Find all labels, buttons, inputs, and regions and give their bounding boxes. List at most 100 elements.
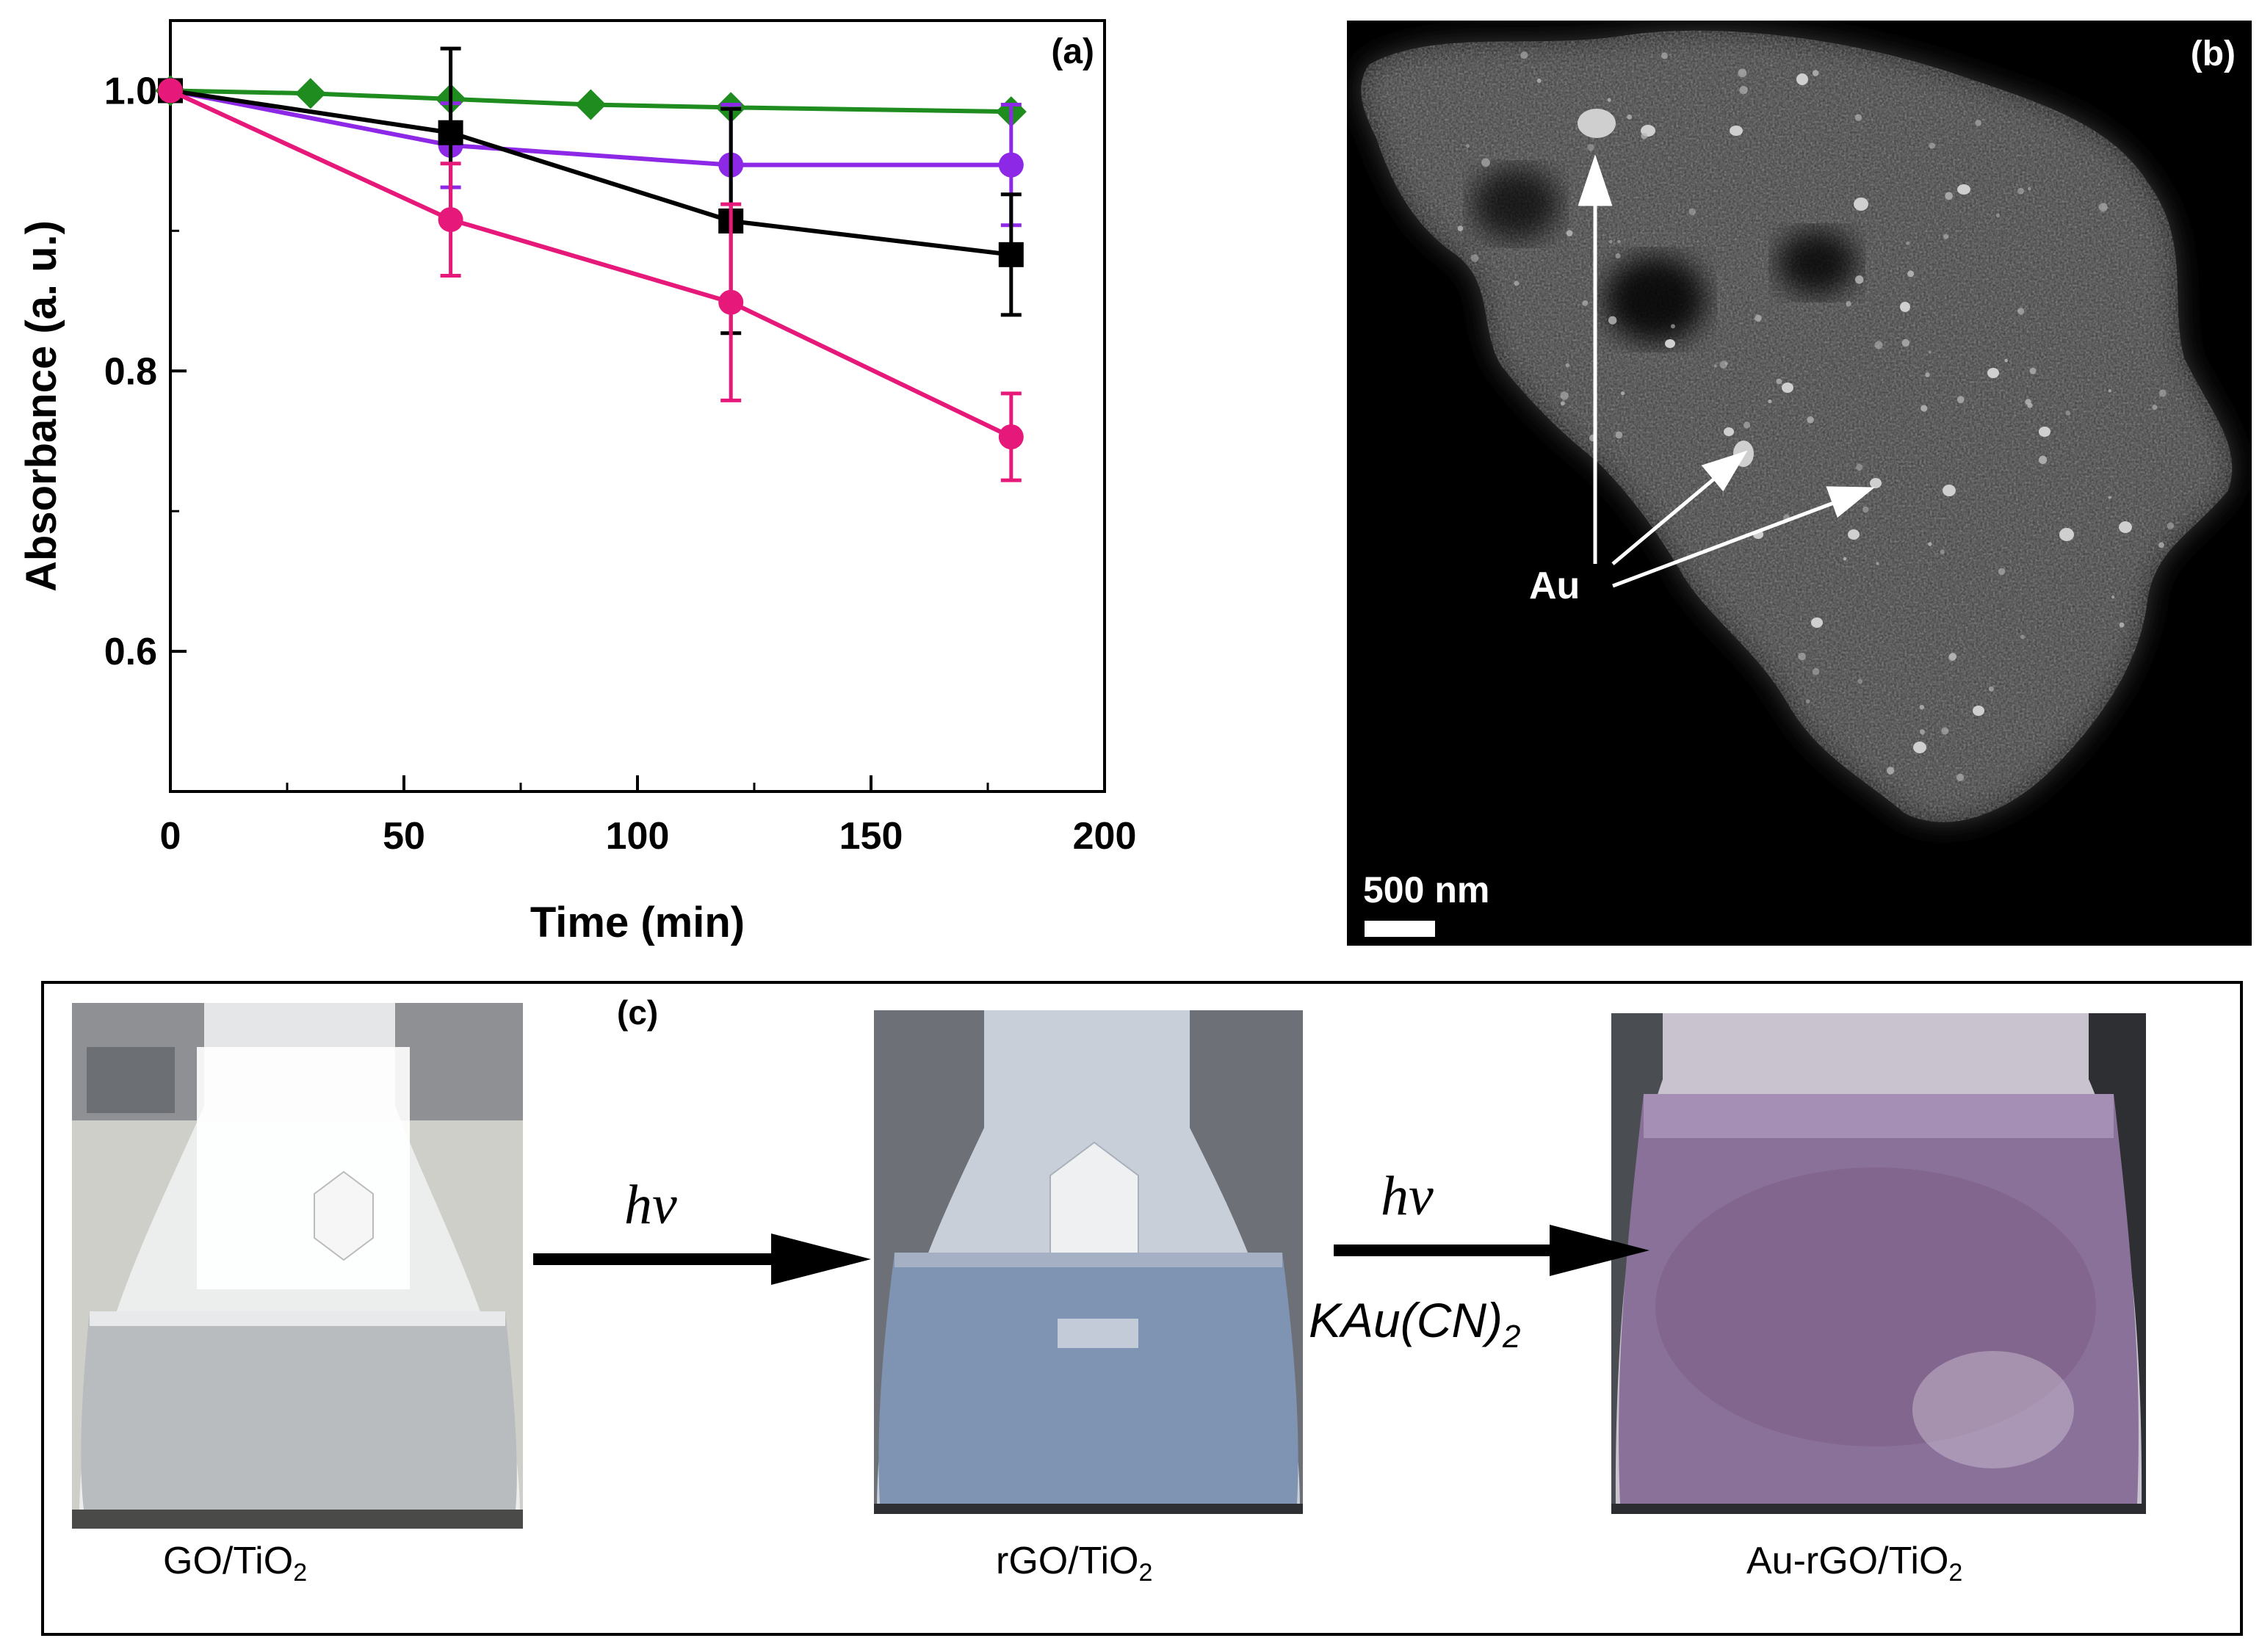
caption-go-tio2-main: GO/TiO bbox=[163, 1540, 294, 1582]
au-particle bbox=[1900, 302, 1910, 312]
small-particle bbox=[1988, 686, 1994, 692]
small-particle bbox=[1929, 142, 1936, 149]
small-particle bbox=[1743, 421, 1751, 429]
small-particle bbox=[2101, 106, 2108, 113]
small-particle bbox=[1553, 624, 1561, 633]
small-particle bbox=[1608, 316, 1617, 325]
small-particle bbox=[1907, 270, 1915, 278]
caption-au-rgo-tio2-sub: 2 bbox=[1948, 1559, 1963, 1587]
small-particle bbox=[1409, 666, 1414, 673]
reaction-arrow-1 bbox=[533, 1233, 871, 1285]
series-line bbox=[169, 88, 1013, 439]
small-particle bbox=[1641, 132, 1648, 140]
series-0 bbox=[155, 75, 1027, 128]
small-particle bbox=[1846, 300, 1851, 307]
small-particle bbox=[1634, 679, 1639, 684]
small-particle bbox=[1876, 562, 1879, 565]
series-3 bbox=[158, 78, 1024, 482]
small-particle bbox=[2017, 308, 2025, 315]
scale-bar-label: 500 nm bbox=[1363, 869, 1490, 910]
x-tick-label: 150 bbox=[839, 815, 903, 858]
small-particle bbox=[1856, 463, 1863, 471]
small-particle bbox=[2065, 410, 2070, 416]
small-particle bbox=[1587, 144, 1594, 151]
micrograph-panel: (b) Au 500 nm bbox=[1347, 21, 2252, 946]
small-particle bbox=[1874, 341, 1883, 349]
au-particle bbox=[1796, 73, 1808, 85]
au-particle bbox=[2059, 528, 2074, 541]
reagent-subscript: 2 bbox=[1503, 1319, 1521, 1355]
au-particle bbox=[1943, 485, 1956, 496]
x-axis-label: Time (min) bbox=[530, 899, 745, 946]
small-particle bbox=[1464, 698, 1470, 703]
small-particle bbox=[1919, 729, 1926, 735]
small-particle bbox=[1565, 713, 1573, 721]
small-particle bbox=[1475, 391, 1484, 399]
small-particle bbox=[1468, 766, 1476, 774]
scale-bar bbox=[1365, 921, 1435, 937]
small-particle bbox=[1627, 114, 1633, 120]
caption-au-rgo-tio2-main: Au-rGO/TiO bbox=[1746, 1540, 1949, 1582]
x-axis-ticks: 0 50 100 150 200 bbox=[160, 775, 1137, 858]
arrow-2-reagent: KAu(CN)2 bbox=[1309, 1292, 1521, 1355]
small-particle bbox=[2038, 455, 2048, 465]
flask-photo-au-rgo-tio2 bbox=[1611, 1013, 2146, 1514]
series-line bbox=[170, 88, 1011, 115]
small-particle bbox=[1920, 405, 1928, 412]
synthesis-panel: (c) bbox=[41, 981, 2243, 1636]
small-particle bbox=[1854, 114, 1862, 121]
y-tick-label: 0.8 bbox=[104, 350, 157, 393]
small-particle bbox=[1481, 444, 1490, 454]
x-tick-label: 200 bbox=[1073, 815, 1137, 858]
caption-au-rgo-tio2: Au-rGO/TiO2 bbox=[1746, 1539, 1962, 1587]
au-particle bbox=[1811, 617, 1823, 628]
au-particle bbox=[1665, 339, 1675, 348]
small-particle bbox=[1589, 584, 1595, 590]
au-particle bbox=[1913, 742, 1926, 753]
panel-label-a: (a) bbox=[1051, 32, 1094, 71]
small-particle bbox=[1943, 233, 1949, 239]
y-axis-label: Absorbance (a. u.) bbox=[18, 220, 65, 592]
data-point bbox=[438, 120, 463, 145]
data-point bbox=[295, 78, 326, 109]
au-particle bbox=[1987, 368, 1999, 378]
small-particle bbox=[1732, 687, 1741, 695]
small-particle bbox=[1671, 324, 1675, 329]
small-particle bbox=[1620, 391, 1625, 396]
reagent-formula: KAu(CN) bbox=[1309, 1293, 1503, 1347]
small-particle bbox=[1525, 706, 1530, 712]
au-particle bbox=[2119, 521, 2132, 533]
au-particle bbox=[1870, 478, 1882, 488]
small-particle bbox=[1565, 363, 1570, 368]
small-particle bbox=[1776, 378, 1782, 385]
y-tick-label: 0.6 bbox=[104, 631, 157, 673]
small-particle bbox=[1437, 286, 1445, 293]
small-particle bbox=[1538, 464, 1546, 471]
plot-frame bbox=[169, 19, 1106, 793]
small-particle bbox=[1805, 699, 1810, 704]
au-particle bbox=[1782, 383, 1793, 393]
small-particle bbox=[1906, 241, 1910, 245]
small-particle bbox=[1755, 314, 1762, 322]
caption-go-tio2: GO/TiO2 bbox=[163, 1539, 307, 1587]
y-axis-ticks: 0.6 0.8 1.0 bbox=[104, 70, 187, 793]
small-particle bbox=[1857, 678, 1863, 684]
au-particle bbox=[1730, 126, 1743, 136]
small-particle bbox=[1466, 144, 1470, 148]
small-particle bbox=[1768, 399, 1772, 404]
small-particle bbox=[1713, 364, 1717, 368]
small-particle bbox=[2004, 358, 2008, 363]
small-particle bbox=[1901, 338, 1910, 347]
arrow-1-label: hν bbox=[624, 1174, 677, 1236]
small-particle bbox=[2027, 186, 2031, 191]
small-particle bbox=[1928, 350, 1932, 354]
caption-go-tio2-sub: 2 bbox=[293, 1559, 308, 1587]
small-particle bbox=[1956, 773, 1965, 782]
small-particle bbox=[2029, 367, 2037, 374]
small-particle bbox=[1807, 416, 1814, 424]
small-particle bbox=[1514, 280, 1520, 286]
small-particle bbox=[1776, 748, 1780, 753]
au-particle bbox=[1724, 427, 1734, 436]
absorbance-chart: 0 50 100 150 200 0.6 0.8 1.0 (a) Time (min) Ab… bbox=[18, 19, 1137, 946]
small-particle bbox=[1688, 208, 1696, 216]
